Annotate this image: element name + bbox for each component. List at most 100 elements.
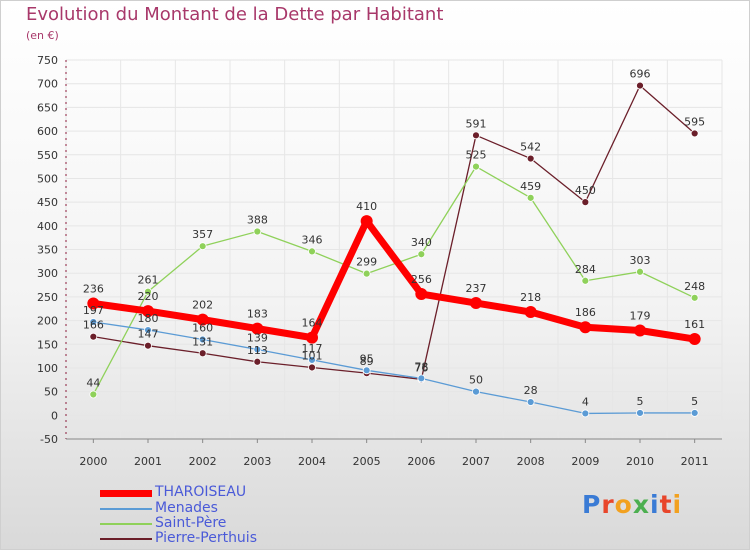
- y-tick-label: 0: [51, 409, 58, 422]
- data-point-saint-p-re: [526, 193, 535, 202]
- data-label-menades: 50: [469, 374, 483, 387]
- data-label-saint-p-re: 261: [138, 274, 159, 287]
- data-point-saint-p-re: [308, 247, 316, 256]
- data-label-pierre-perthuis: 591: [466, 117, 487, 130]
- data-label-menades: 180: [138, 312, 159, 325]
- data-label-tharoiseau: 183: [247, 308, 268, 321]
- data-point-saint-p-re: [417, 250, 426, 259]
- data-point-menades: [362, 366, 371, 375]
- data-label-saint-p-re: 248: [684, 280, 705, 293]
- data-point-tharoiseau: [306, 331, 318, 344]
- legend-label-menades: Menades: [155, 500, 218, 516]
- data-label-saint-p-re: 459: [520, 180, 541, 193]
- data-label-menades: 28: [524, 384, 538, 397]
- y-tick-label: 50: [44, 386, 58, 399]
- data-label-tharoiseau: 410: [356, 200, 377, 213]
- x-tick-label: 2006: [407, 455, 435, 468]
- x-tick-label: 2007: [462, 455, 490, 468]
- data-label-pierre-perthuis: 89: [360, 355, 374, 368]
- y-tick-label: 150: [37, 338, 58, 351]
- data-point-saint-p-re: [198, 242, 207, 251]
- y-tick-label: 400: [37, 220, 58, 233]
- y-tick-label: 250: [37, 291, 58, 304]
- legend-label-pierre-perthuis: Pierre-Perthuis: [155, 530, 257, 546]
- data-label-pierre-perthuis: 101: [302, 349, 323, 362]
- data-label-tharoiseau: 161: [684, 318, 705, 331]
- data-point-pierre-perthuis: [89, 332, 98, 341]
- x-tick-label: 2005: [353, 455, 381, 468]
- data-label-tharoiseau: 237: [466, 282, 487, 295]
- data-label-saint-p-re: 346: [302, 233, 323, 246]
- data-point-menades: [581, 409, 590, 418]
- data-label-tharoiseau: 220: [138, 290, 159, 303]
- legend-swatch-tharoiseau: [100, 489, 152, 497]
- data-label-menades: 5: [637, 395, 644, 408]
- data-label-pierre-perthuis: 147: [138, 328, 159, 341]
- y-tick-label: 500: [37, 172, 58, 185]
- chart-title: Evolution du Montant de la Dette par Hab…: [26, 4, 444, 25]
- data-label-pierre-perthuis: 595: [684, 115, 705, 128]
- data-label-menades: 139: [247, 331, 268, 344]
- data-point-pierre-perthuis: [690, 129, 699, 138]
- data-point-saint-p-re: [690, 293, 699, 302]
- data-label-menades: 117: [302, 342, 323, 355]
- data-label-menades: 95: [360, 352, 374, 365]
- data-point-menades: [636, 409, 644, 417]
- y-tick-label: -50: [40, 433, 58, 446]
- data-label-saint-p-re: 340: [411, 236, 432, 249]
- data-label-saint-p-re: 525: [466, 149, 487, 162]
- x-tick-label: 2003: [243, 455, 271, 468]
- data-point-pierre-perthuis: [636, 81, 644, 90]
- data-point-tharoiseau: [142, 305, 154, 318]
- data-point-pierre-perthuis: [581, 198, 590, 207]
- data-label-pierre-perthuis: 76: [414, 361, 428, 374]
- data-point-saint-p-re: [581, 276, 590, 285]
- data-point-saint-p-re: [362, 269, 371, 278]
- y-tick-label: 600: [37, 125, 58, 138]
- x-tick-label: 2009: [571, 455, 599, 468]
- data-point-tharoiseau: [470, 297, 482, 310]
- data-label-saint-p-re: 388: [247, 213, 268, 226]
- data-label-saint-p-re: 44: [86, 376, 100, 389]
- data-label-saint-p-re: 303: [630, 254, 651, 267]
- legend-swatch-pierre-perthuis: [100, 538, 152, 540]
- data-point-saint-p-re: [636, 267, 644, 276]
- y-tick-label: 750: [37, 54, 58, 67]
- data-point-pierre-perthuis: [253, 357, 262, 366]
- x-tick-label: 2004: [298, 455, 326, 468]
- data-point-tharoiseau: [196, 313, 209, 326]
- legend-label-saint-pere: Saint-Père: [155, 515, 227, 531]
- data-point-pierre-perthuis: [472, 131, 480, 140]
- data-label-menades: 160: [192, 322, 213, 335]
- data-label-tharoiseau: 186: [575, 306, 596, 319]
- proxiti-logo: Proxiti: [582, 490, 683, 519]
- data-point-menades: [417, 374, 426, 383]
- y-tick-label: 350: [37, 244, 58, 257]
- data-point-pierre-perthuis: [198, 349, 207, 358]
- series-line-pierre-perthuis: [92, 84, 696, 380]
- data-point-tharoiseau: [251, 322, 264, 335]
- y-tick-label: 650: [37, 101, 58, 114]
- x-tick-label: 2010: [626, 455, 654, 468]
- data-label-saint-p-re: 357: [192, 228, 213, 241]
- x-tick-label: 2001: [134, 455, 162, 468]
- data-label-menades: 78: [414, 360, 428, 373]
- data-label-pierre-perthuis: 542: [520, 141, 541, 154]
- y-tick-label: 100: [37, 362, 58, 375]
- data-point-menades: [198, 335, 207, 344]
- data-point-tharoiseau: [360, 215, 373, 228]
- y-tick-label: 550: [37, 149, 58, 162]
- data-point-tharoiseau: [634, 324, 646, 337]
- data-label-pierre-perthuis: 166: [83, 319, 104, 332]
- data-point-menades: [690, 409, 699, 417]
- legend-label-tharoiseau: THAROISEAU: [155, 484, 247, 500]
- data-point-saint-p-re: [472, 162, 480, 171]
- data-point-tharoiseau: [87, 297, 100, 310]
- x-tick-label: 2000: [79, 455, 107, 468]
- legend-swatch-saint-pere: [100, 523, 152, 525]
- data-label-pierre-perthuis: 696: [630, 68, 651, 81]
- y-tick-label: 300: [37, 267, 58, 280]
- data-label-pierre-perthuis: 450: [575, 184, 596, 197]
- data-point-saint-p-re: [253, 227, 262, 236]
